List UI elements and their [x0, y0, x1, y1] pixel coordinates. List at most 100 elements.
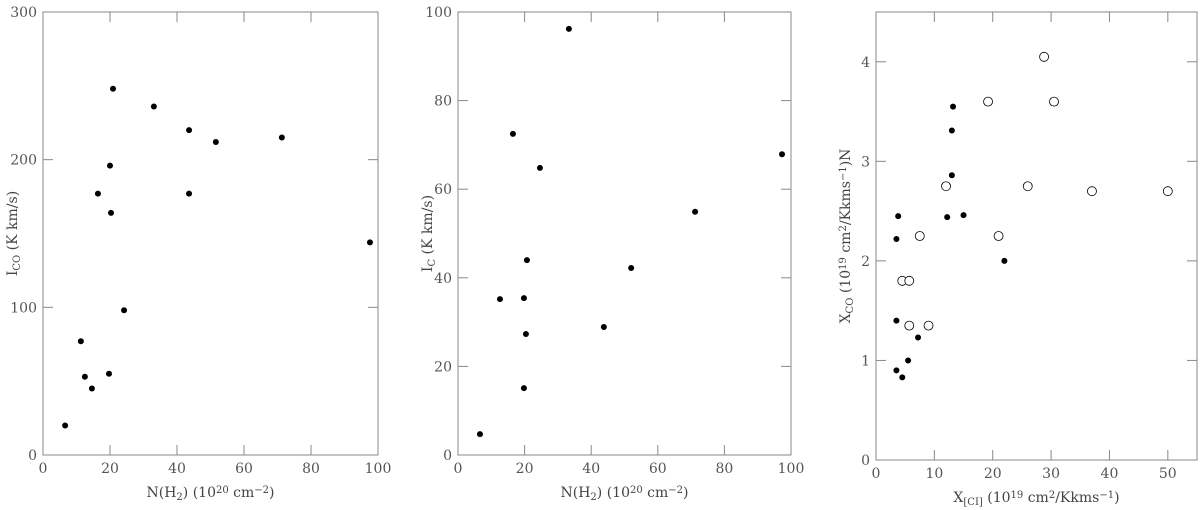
point: [94, 190, 101, 197]
y-tick-label: 100: [425, 5, 452, 21]
x-tick-label: 80: [715, 461, 733, 477]
point: [278, 134, 285, 141]
point: [1087, 186, 1097, 197]
point: [914, 231, 925, 241]
point: [522, 331, 529, 338]
label-part: cm: [643, 485, 669, 501]
point: [895, 213, 902, 220]
label-part: ): [1114, 490, 1119, 506]
x-tick-label: 0: [39, 461, 48, 477]
y-tick-label: 300: [10, 5, 37, 21]
y-tick-label: 2: [861, 254, 870, 270]
label-part: (10: [983, 490, 1011, 506]
label-part: (10: [838, 270, 854, 298]
label-part: I: [420, 267, 436, 273]
point: [893, 367, 900, 374]
point: [81, 373, 88, 380]
point: [893, 235, 900, 242]
point: [110, 85, 117, 92]
x-tick-label: 10: [925, 466, 943, 482]
x-tick-label: 40: [168, 461, 186, 477]
axis-label: ICO (K km/s): [5, 191, 23, 276]
label-part: cm: [838, 232, 854, 258]
point: [692, 208, 699, 215]
point: [905, 357, 912, 364]
label-part: ): [269, 485, 274, 501]
y-tick-label: 200: [10, 153, 37, 169]
label-part: /Kkms: [838, 181, 854, 225]
point: [121, 307, 128, 314]
x-tick-label: 100: [778, 461, 805, 477]
point: [948, 127, 955, 134]
point: [212, 138, 219, 145]
plot-frame: [42, 11, 379, 456]
axis-label: N(H2) (1020 cm−2): [146, 485, 274, 503]
label-part: cm: [1023, 490, 1049, 506]
y-tick-label: 20: [434, 359, 452, 375]
x-tick-label: 100: [365, 461, 392, 477]
point: [923, 320, 934, 331]
x-tick-label: 50: [1159, 466, 1177, 482]
y-tick-label: 0: [28, 448, 37, 464]
label-part: X: [953, 490, 963, 506]
label-part: )N: [838, 149, 854, 167]
label-part: −2: [254, 485, 269, 496]
point: [904, 320, 915, 331]
axis-label: N(H2) (1020 cm−2): [560, 485, 688, 503]
point: [366, 239, 373, 246]
point: [105, 370, 112, 377]
point: [948, 172, 955, 179]
label-part: −1: [838, 166, 849, 181]
point: [899, 374, 906, 381]
point: [523, 257, 530, 264]
y-tick-label: 0: [443, 448, 452, 464]
y-tick-label: 3: [861, 154, 870, 170]
label-part: CO: [845, 298, 856, 314]
label-part: CO: [12, 255, 23, 271]
label-part: /Kkms: [1055, 490, 1099, 506]
point: [941, 181, 951, 192]
point: [779, 151, 786, 158]
point: [88, 385, 95, 392]
point: [509, 130, 516, 137]
point: [565, 25, 572, 32]
x-tick-label: 40: [1101, 466, 1119, 482]
label-part: 19: [838, 257, 849, 270]
label-part: −1: [1099, 490, 1114, 501]
x-tick-label: 20: [101, 461, 119, 477]
point: [520, 385, 527, 392]
y-tick-label: 100: [10, 300, 37, 316]
point: [1049, 96, 1059, 107]
point: [960, 212, 967, 219]
point: [476, 431, 483, 438]
axis-label: IC (K km/s): [420, 195, 438, 272]
plot-frame: [875, 11, 1198, 461]
label-part: (K km/s): [5, 191, 21, 255]
x-tick-label: 0: [872, 466, 881, 482]
y-tick-label: 80: [434, 94, 452, 110]
point: [950, 103, 957, 110]
y-tick-label: 40: [434, 271, 452, 287]
x-tick-label: 20: [984, 466, 1002, 482]
label-part: ) (10: [183, 485, 216, 501]
point: [186, 127, 193, 134]
point: [520, 295, 527, 302]
axis-label: XCO (1019 cm2/Kkms−1)N: [838, 149, 856, 324]
point: [904, 275, 915, 286]
label-part: X: [838, 313, 854, 323]
label-part: (K km/s): [420, 195, 436, 259]
point: [1039, 51, 1049, 62]
point: [77, 338, 84, 345]
label-part: ) (10: [597, 485, 630, 501]
point: [1162, 186, 1173, 197]
label-part: N(H: [146, 485, 176, 501]
point: [1001, 257, 1008, 264]
label-part: 2: [838, 225, 849, 231]
label-part: ): [683, 485, 688, 501]
label-part: 2: [590, 492, 596, 503]
point: [150, 103, 157, 110]
label-part: 2: [1049, 490, 1055, 501]
point: [536, 164, 543, 171]
label-part: cm: [229, 485, 255, 501]
